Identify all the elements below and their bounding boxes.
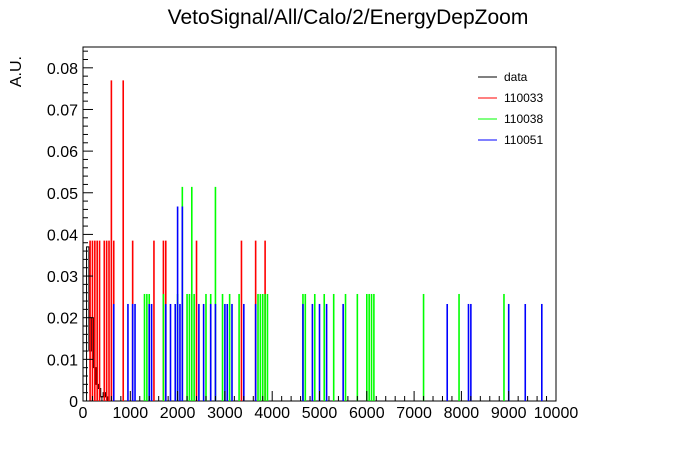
x-tick-label-5000: 5000	[302, 405, 338, 422]
x-tick-label-4000: 4000	[254, 405, 290, 422]
chart-title: VetoSignal/All/Calo/2/EnergyDepZoom	[168, 6, 529, 29]
y-tick-label-0.01: 0.01	[47, 352, 78, 369]
x-tick-label-7000: 7000	[396, 405, 432, 422]
y-tick-label-0.04: 0.04	[47, 227, 78, 244]
x-tick-label-1000: 1000	[113, 405, 149, 422]
x-tick-label-10000: 10000	[534, 405, 579, 422]
x-tick-label-0: 0	[79, 405, 88, 422]
legend: data 110033 110038 110051	[478, 70, 543, 147]
axes-layer: 0 1000 2000 3000 4000 5000 6000 7000 8000 9000 100…	[47, 50, 579, 422]
legend-label-data: data	[504, 70, 528, 84]
x-tick-label-9000: 9000	[491, 405, 527, 422]
y-tick-label-0.03: 0.03	[47, 269, 78, 286]
x-tick-label-3000: 3000	[207, 405, 243, 422]
legend-label-110051: 110051	[504, 133, 543, 147]
y-tick-label-0.07: 0.07	[47, 102, 78, 119]
y-tick-label-0.06: 0.06	[47, 144, 78, 161]
y-tick-label-0: 0	[69, 394, 78, 411]
bars-layer	[86, 80, 543, 401]
y-axis-label: A.U.	[8, 56, 25, 87]
y-tick-label-0.05: 0.05	[47, 186, 78, 203]
legend-label-110033: 110033	[504, 91, 543, 105]
x-tick-label-8000: 8000	[444, 405, 480, 422]
y-tick-label-0.08: 0.08	[47, 61, 78, 78]
x-tick-label-6000: 6000	[349, 405, 385, 422]
y-tick-label-0.02: 0.02	[47, 311, 78, 328]
x-tick-label-2000: 2000	[160, 405, 196, 422]
legend-label-110038: 110038	[504, 112, 543, 126]
